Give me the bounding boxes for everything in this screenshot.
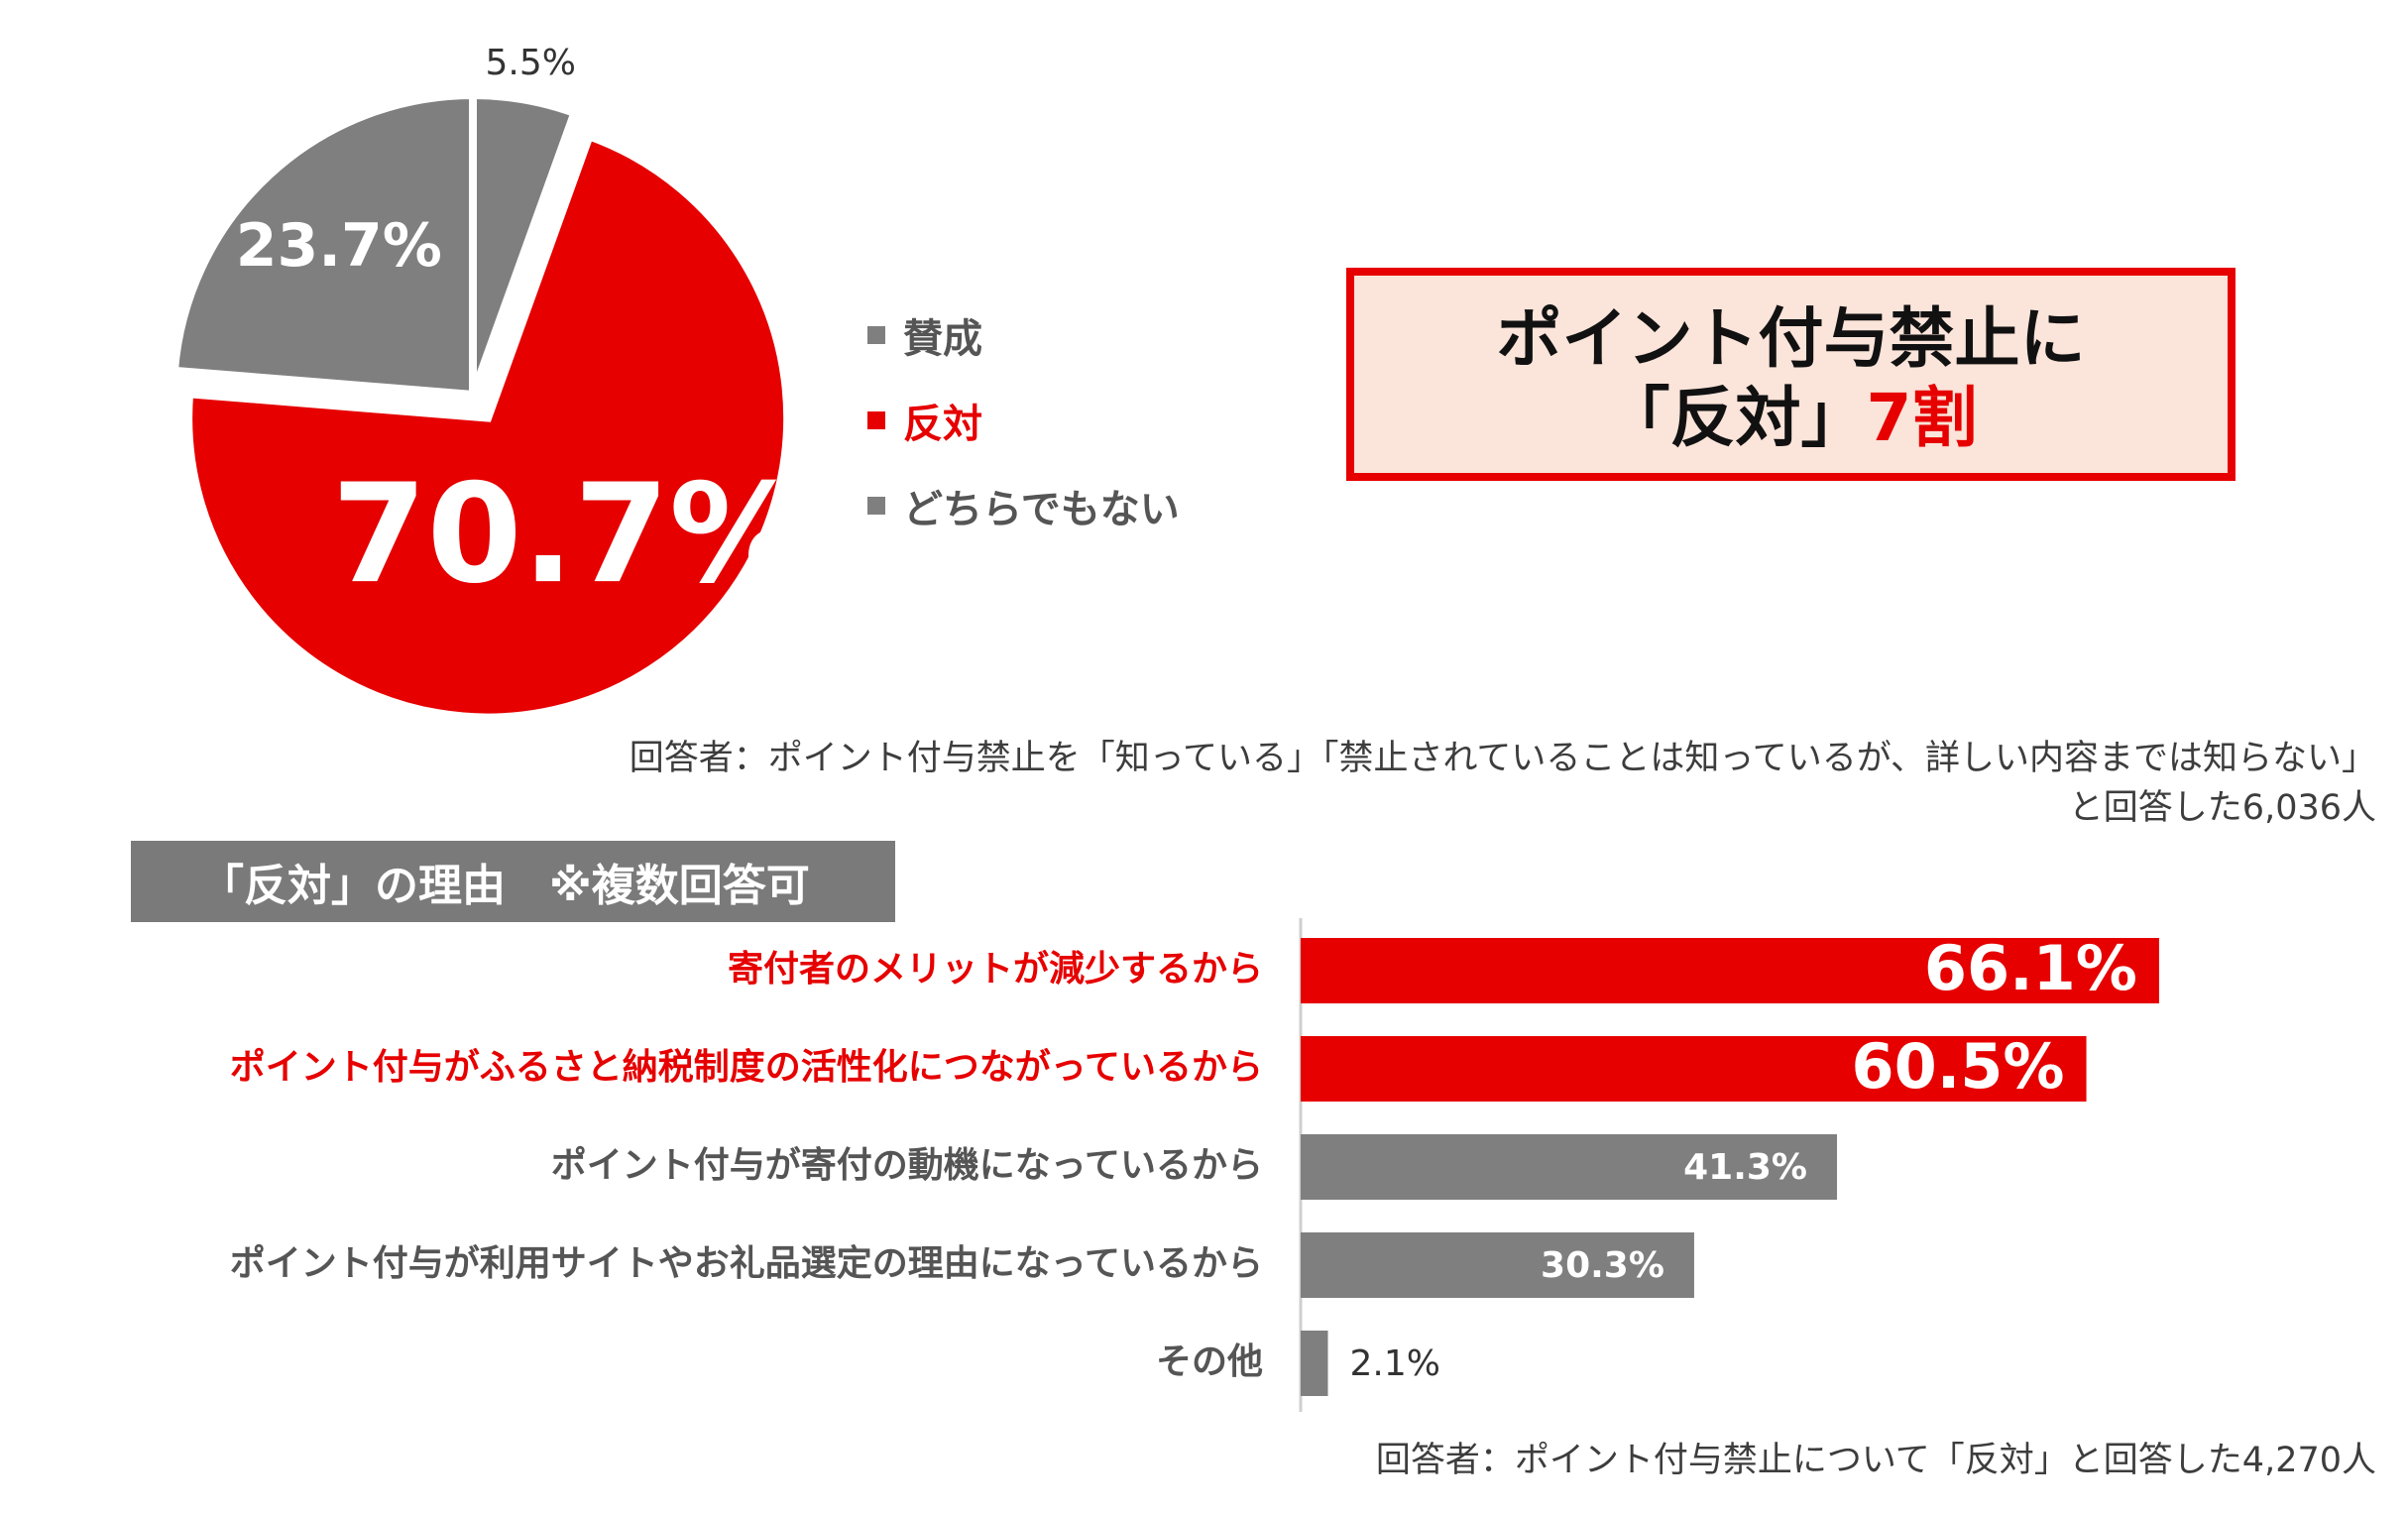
legend-swatch-agree — [867, 326, 885, 344]
bar — [1301, 938, 2159, 1003]
reasons-section-header: 「反対」の理由 ※複数回答可 — [131, 841, 895, 922]
pie-slice-oppose — [184, 131, 792, 714]
bar — [1301, 1134, 1838, 1200]
bar-value-label: 41.3% — [1683, 1147, 1807, 1188]
legend-swatch-oppose — [867, 411, 885, 429]
legend-label-neutral: どちらでもない — [903, 487, 1180, 532]
respondents-note-2: 回答者：ポイント付与禁止について「反対」と回答した4,270人 — [1376, 1436, 2376, 1485]
pie-legend: 賛成 反対 どちらでもない — [867, 292, 1180, 548]
callout-line2: 「反対」7割 — [1354, 379, 2228, 458]
legend-item-agree: 賛成 — [867, 292, 1180, 378]
reasons-section-title: 「反対」の理由 ※複数回答可 — [200, 861, 810, 911]
respondents-note-2-text: 回答者：ポイント付与禁止について「反対」と回答した4,270人 — [1375, 1441, 2376, 1480]
pie-label-neutral: 23.7% — [236, 211, 442, 281]
pie-label-agree: 5.5% — [485, 43, 575, 83]
pie-label-oppose: 70.7% — [332, 454, 807, 614]
callout-box: ポイント付与禁止に 「反対」7割 — [1346, 268, 2236, 481]
respondents-note-1-line1: 回答者：ポイント付与禁止を「知っている」「禁止されていることは知っているが、詳し… — [629, 739, 2376, 778]
callout-ratio-text: 7割 — [1866, 380, 1978, 456]
legend-label-oppose: 反対 — [903, 402, 982, 447]
respondents-note-1-line2: と回答した6,036人 — [2068, 788, 2376, 828]
callout-line1: ポイント付与禁止に — [1496, 300, 2086, 377]
legend-label-agree: 賛成 — [903, 316, 982, 362]
legend-swatch-neutral — [867, 497, 885, 515]
bar — [1301, 1036, 2087, 1102]
bar-category-label: ポイント付与が利用サイトやお礼品選定の理由になっているから — [230, 1242, 1263, 1284]
bar-category-label: その他 — [1156, 1341, 1263, 1382]
bar — [1301, 1232, 1694, 1298]
reasons-bar-chart: 寄付者のメリットが減少するから 66.1% ポイント付与がふるさと納税制度の活性化に… — [230, 918, 2159, 1412]
bar-value-label: 2.1% — [1350, 1343, 1440, 1384]
bar-value-label: 60.5% — [1851, 1030, 2064, 1103]
legend-item-neutral: どちらでもない — [867, 463, 1180, 548]
bar-category-label: ポイント付与がふるさと納税制度の活性化につながっているから — [230, 1046, 1263, 1088]
respondents-note-1: 回答者：ポイント付与禁止を「知っている」「禁止されていることは知っているが、詳し… — [630, 734, 2376, 833]
bar-value-label: 66.1% — [1924, 932, 2137, 1004]
bar-value-label: 30.3% — [1541, 1245, 1664, 1286]
callout-oppose-text: 「反対」 — [1604, 380, 1867, 456]
pie-chart: 5.5% 70.7% 23.7% — [170, 43, 807, 714]
bar-category-label: 寄付者のメリットが減少するから — [728, 949, 1263, 990]
bar-category-label: ポイント付与が寄付の動機になっているから — [551, 1144, 1263, 1186]
pie-slice-neutral — [170, 90, 477, 400]
bar — [1301, 1331, 1328, 1396]
legend-item-oppose: 反対 — [867, 378, 1180, 463]
